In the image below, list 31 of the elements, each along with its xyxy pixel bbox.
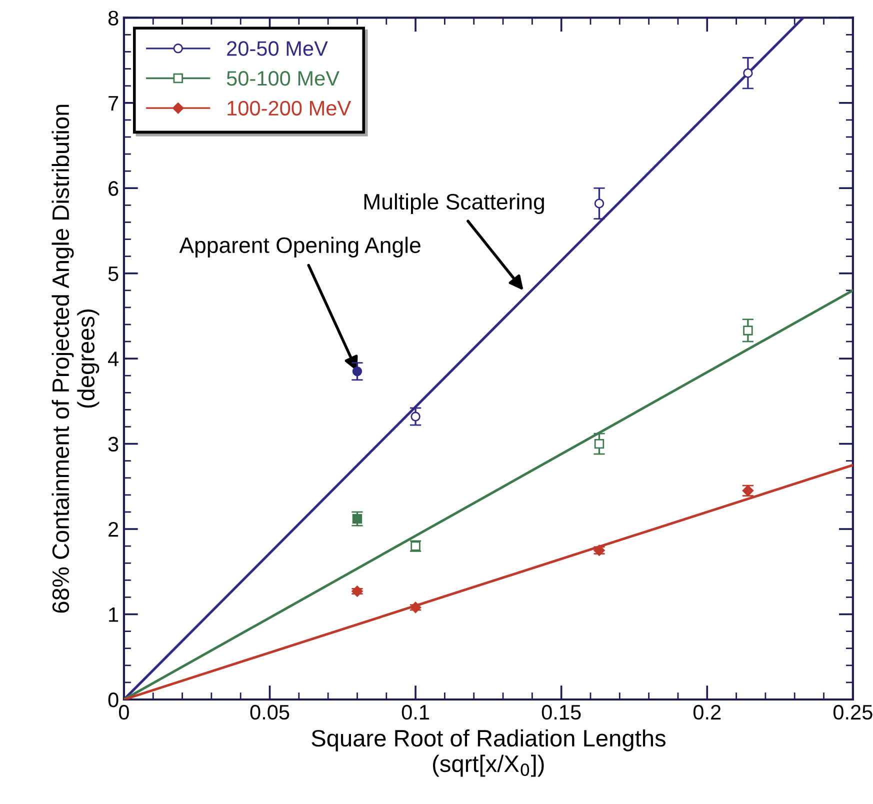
x-axis-title: Square Root of Radiation Lengths (sqrt[x/X$_{0}$])	[312, 729, 666, 777]
y-axis-title: 68% Containment of Projected Angle Distribution (degrees)	[52, 104, 100, 613]
point	[594, 438, 604, 449]
point	[352, 586, 363, 597]
x-tick-label: 0.25	[833, 704, 872, 720]
x-tick-label: 0.2	[693, 704, 721, 720]
point	[743, 326, 753, 336]
y-tick-label: 0	[108, 692, 118, 708]
x-tick-label: 0.05	[250, 704, 290, 720]
x-tick-label: 0.15	[542, 704, 581, 720]
y-tick-label: 6	[108, 181, 118, 196]
y-tick-label: 4	[108, 352, 118, 366]
annotation: Apparent Opening Angle	[179, 236, 420, 258]
point	[352, 366, 362, 376]
y-tick-label: 3	[108, 436, 118, 452]
y-tick-label: 7	[108, 96, 118, 110]
legend-label: 50-100 MeV	[226, 70, 340, 86]
x-tick-label: 0.1	[402, 704, 430, 720]
point	[594, 198, 604, 208]
y-tick-label: 5	[108, 266, 118, 282]
y-tick-label: 8	[108, 10, 118, 26]
point	[743, 68, 753, 78]
legend-label: 20-50 MeV	[227, 41, 328, 56]
point	[410, 602, 422, 614]
y-tick-label: 2	[108, 522, 118, 537]
y-tick-label: 1	[109, 607, 118, 622]
point	[410, 412, 420, 422]
x-tick-label: 0	[118, 704, 129, 720]
legend-label: 100-200 MeV	[228, 100, 352, 116]
point	[352, 514, 362, 524]
annotation: Multiple Scattering	[364, 193, 544, 214]
